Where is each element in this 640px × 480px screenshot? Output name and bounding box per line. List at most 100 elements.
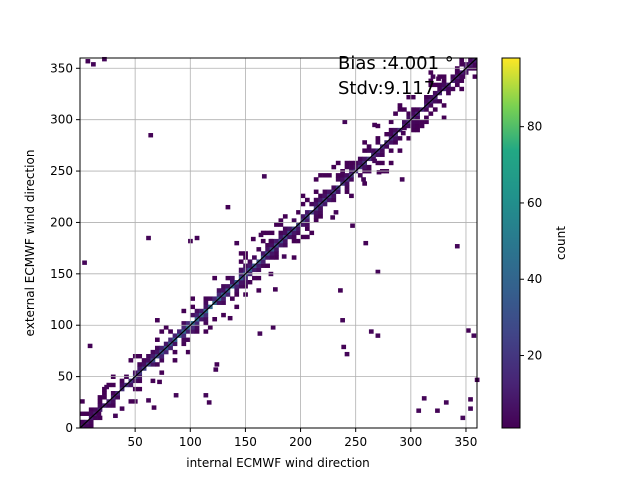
reference-line: [79, 57, 478, 429]
density-cell: [185, 349, 191, 355]
density-cell: [291, 238, 297, 244]
density-cell: [349, 177, 354, 182]
y-axis-ticks: 0 50 100 150 200 250 300 350: [50, 61, 80, 435]
density-cell: [335, 189, 341, 194]
density-cell: [379, 152, 385, 157]
density-cell: [393, 140, 398, 145]
density-cell: [80, 419, 85, 425]
density-cell: [454, 69, 460, 74]
density-cell: [459, 58, 465, 63]
density-cell: [375, 140, 381, 145]
density-cell: [270, 325, 276, 330]
density-cell: [291, 234, 297, 240]
density-cell: [213, 367, 219, 372]
density-cell: [331, 197, 337, 203]
density-cell: [313, 218, 319, 223]
density-cell: [137, 378, 143, 384]
density-cell: [181, 337, 187, 342]
density-cell: [203, 312, 209, 318]
density-cell: [278, 218, 284, 223]
density-cell: [91, 62, 96, 67]
density-cell: [471, 333, 477, 338]
density-cell: [322, 189, 328, 194]
density-cell: [194, 308, 200, 314]
density-cell: [349, 164, 354, 170]
density-cell: [88, 423, 94, 429]
density-cell: [225, 292, 231, 297]
x-tick-label: 350: [455, 435, 478, 449]
density-cell: [309, 230, 315, 236]
density-cell: [375, 333, 381, 338]
density-cell: [168, 345, 173, 351]
density-cell: [88, 407, 94, 412]
density-cell: [428, 111, 434, 116]
density-cell: [154, 349, 160, 355]
density-cell: [225, 284, 231, 289]
density-cell: [216, 300, 222, 305]
density-cell: [322, 193, 328, 199]
density-cell: [472, 62, 478, 67]
density-cell: [296, 238, 301, 244]
density-cell: [424, 95, 429, 100]
density-cell: [97, 415, 103, 421]
density-cell: [203, 321, 209, 326]
density-cell: [428, 70, 434, 75]
density-cell: [185, 337, 191, 342]
density-cell: [459, 78, 465, 83]
density-cell: [181, 333, 187, 338]
density-cell: [207, 296, 213, 301]
density-cell: [282, 238, 288, 244]
colorbar-tick-label: 60: [527, 196, 542, 210]
y-tick-label: 0: [65, 421, 73, 435]
density-cell: [87, 343, 93, 349]
stdv-annotation: Stdv:9.117: [338, 78, 435, 99]
density-cell: [331, 185, 337, 190]
density-cell: [106, 403, 112, 408]
density-cell: [468, 58, 473, 63]
density-cell: [335, 160, 341, 166]
density-cell: [84, 411, 90, 416]
density-cell: [468, 406, 473, 411]
density-cell: [313, 177, 319, 182]
density-cell: [291, 218, 297, 223]
density-cell: [146, 354, 151, 359]
density-cell: [393, 111, 398, 116]
density-cell: [410, 123, 416, 129]
density-cell: [340, 173, 345, 178]
density-cell: [247, 280, 253, 285]
density-cell: [344, 185, 350, 190]
density-cell: [163, 325, 169, 330]
density-cell: [102, 56, 107, 62]
density-cell: [203, 296, 209, 301]
density-cell: [141, 358, 147, 363]
density-cell: [406, 123, 412, 129]
density-cell: [441, 78, 447, 83]
density-cell: [199, 308, 204, 314]
density-cell: [278, 243, 284, 248]
density-cell: [85, 59, 91, 64]
density-cell: [265, 247, 270, 252]
density-cell: [415, 119, 420, 125]
density-cell: [300, 193, 306, 199]
density-cell: [460, 415, 466, 421]
density-cell: [432, 90, 438, 96]
density-cell: [384, 132, 390, 137]
density-cell: [406, 115, 412, 120]
density-cell: [366, 148, 372, 153]
density-cell: [421, 396, 427, 401]
density-cell: [428, 103, 434, 108]
density-cell: [97, 395, 103, 400]
y-tick-label: 100: [50, 318, 73, 332]
density-cell: [225, 275, 231, 281]
density-cell: [344, 189, 350, 194]
x-tick-label: 150: [234, 435, 257, 449]
density-cell: [428, 78, 434, 83]
density-cell: [168, 329, 173, 334]
density-cell: [300, 201, 306, 207]
density-cell: [291, 255, 297, 260]
density-cell: [137, 386, 143, 392]
density-cell: [287, 234, 293, 240]
density-cell: [443, 400, 449, 405]
density-cell: [282, 226, 288, 231]
density-cell: [272, 287, 278, 292]
